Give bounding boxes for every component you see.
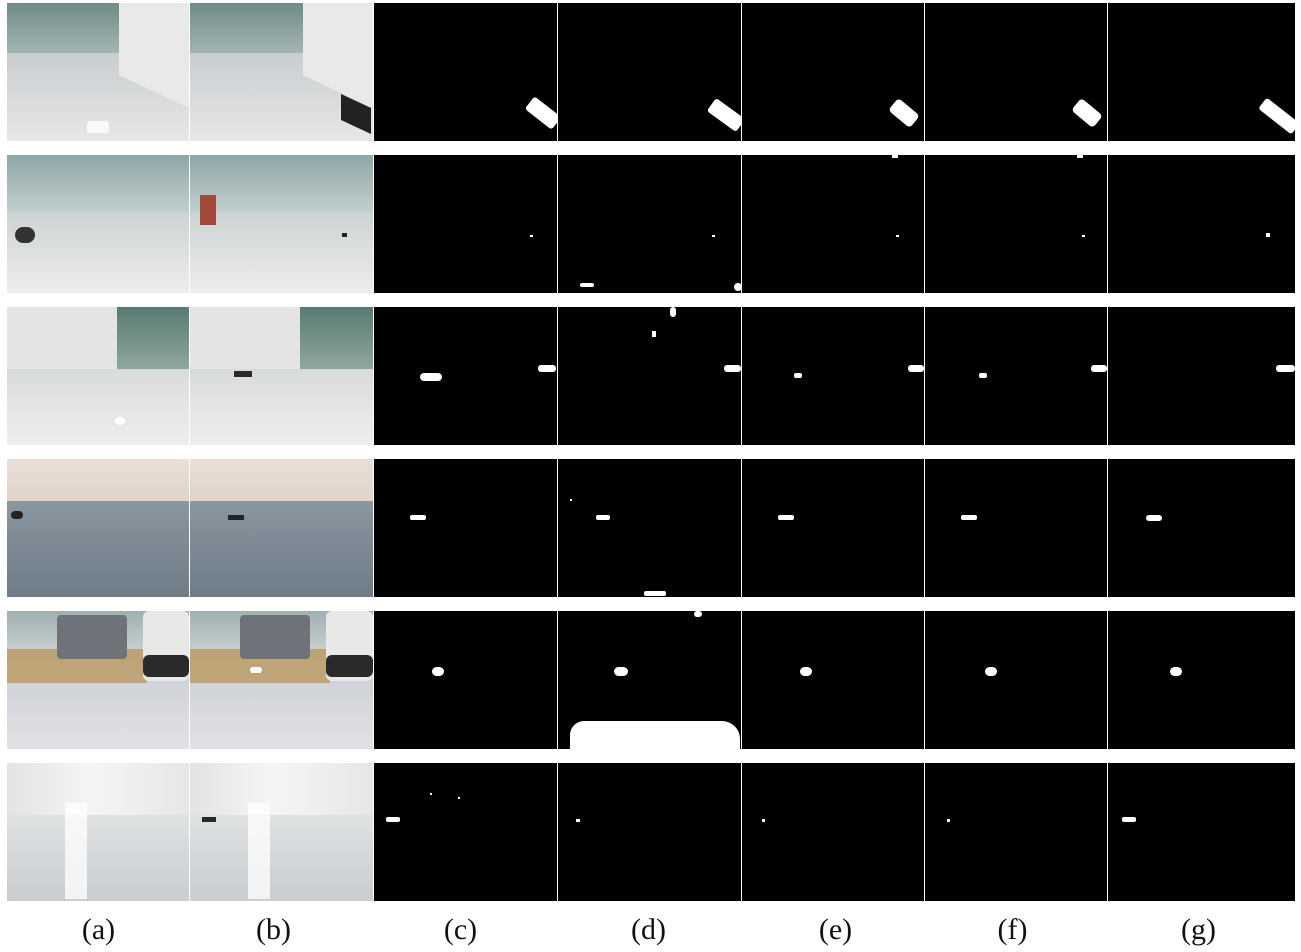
mask-g (1108, 3, 1295, 141)
grid-row-2 (7, 155, 1295, 293)
photo-scene-b (190, 3, 373, 141)
photo-scene-a (7, 763, 189, 901)
column-label-e: (e) (818, 913, 853, 946)
column-label-f: (f) (997, 913, 1028, 946)
grid-row-6 (7, 763, 1295, 901)
photo-scene-a (7, 307, 189, 445)
mask-f (925, 3, 1107, 141)
column-labels: (a) (b) (c) (d) (e) (f) (g) (7, 910, 1295, 950)
column-label-g: (g) (1181, 913, 1216, 946)
mask-g (1108, 155, 1295, 293)
mask-e (742, 155, 924, 293)
mask-d (558, 155, 741, 293)
grid-row-5 (7, 611, 1295, 749)
mask-g (1108, 763, 1295, 901)
column-label-b: (b) (256, 913, 291, 946)
mask-d (558, 3, 741, 141)
mask-d (558, 307, 741, 445)
column-label-c: (c) (443, 913, 478, 946)
mask-c (374, 459, 557, 597)
photo-scene-b (190, 459, 373, 597)
photo-scene-a (7, 611, 189, 749)
mask-g (1108, 307, 1295, 445)
mask-c (374, 3, 557, 141)
mask-g (1108, 459, 1295, 597)
mask-g (1108, 611, 1295, 749)
mask-e (742, 307, 924, 445)
photo-scene-a (7, 3, 189, 141)
mask-f (925, 763, 1107, 901)
mask-e (742, 763, 924, 901)
mask-d (558, 611, 741, 749)
mask-c (374, 307, 557, 445)
grid-row-3 (7, 307, 1295, 445)
mask-d (558, 763, 741, 901)
photo-scene-b (190, 611, 373, 749)
mask-f (925, 307, 1107, 445)
photo-scene-b (190, 307, 373, 445)
photo-scene-b (190, 763, 373, 901)
mask-f (925, 155, 1107, 293)
column-label-a: (a) (81, 913, 116, 946)
mask-f (925, 459, 1107, 597)
mask-c (374, 155, 557, 293)
mask-c (374, 611, 557, 749)
photo-scene-a (7, 459, 189, 597)
mask-e (742, 611, 924, 749)
grid-row-4 (7, 459, 1295, 597)
mask-e (742, 3, 924, 141)
mask-f (925, 611, 1107, 749)
photo-scene-b (190, 155, 373, 293)
grid-row-1 (7, 3, 1295, 141)
column-label-d: (d) (631, 913, 666, 946)
mask-c (374, 763, 557, 901)
mask-e (742, 459, 924, 597)
mask-d (558, 459, 741, 597)
photo-scene-a (7, 155, 189, 293)
